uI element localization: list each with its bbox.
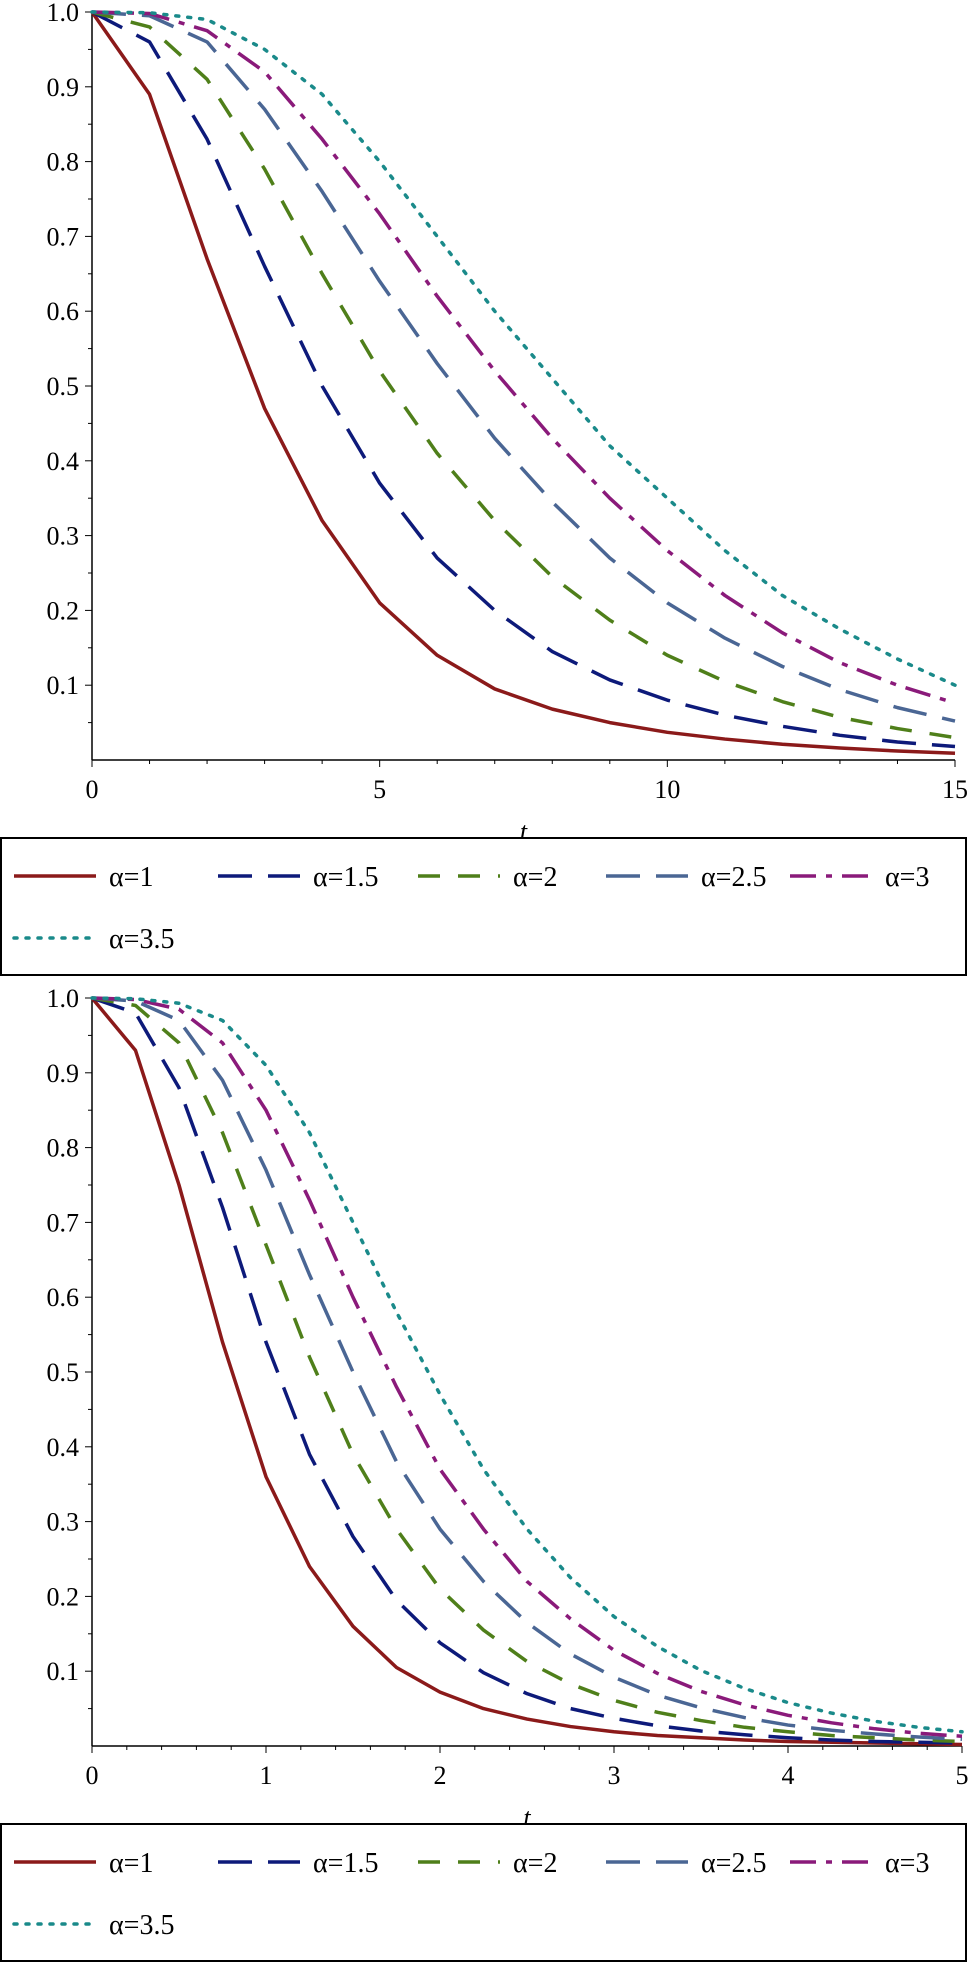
y-tick-label: 0.6 [47,297,80,326]
series-line [91,996,963,1742]
chart-1: 0.10.20.30.40.50.60.70.80.91.00 5 10 15tα=1… [0,0,968,976]
y-tick-label: 0.3 [47,1508,80,1537]
legend-box [0,837,967,976]
legend-label: α=3 [885,862,929,893]
x-axis-title: t [523,1803,531,1832]
y-tick-label: 0.4 [47,1433,80,1462]
x-tick-label: 2 [434,1761,447,1790]
y-tick-label: 0.3 [47,522,80,551]
series-line [91,996,963,1745]
legend-label: α=1.5 [313,862,378,893]
x-tick-label: 15 [942,775,968,804]
y-tick-label: 0.1 [47,1657,80,1686]
chart-2: 0.10.20.30.40.50.60.70.80.91.00 1 2 3 4 5tα=1… [0,984,969,1962]
y-tick-label: 0.5 [47,372,80,401]
series-line [90,996,964,1734]
y-tick-label: 0.2 [47,1582,80,1611]
y-tick-label: 0.6 [47,1283,80,1312]
x-tick-label: 3 [608,1761,621,1790]
y-ticks: 0.1 0.2 0.3 0.4 0.5 0.6 0.7 0.8 0.9 1.0 [47,984,92,1710]
x-tick-label: 5 [956,1761,969,1790]
series-lines [90,996,964,1747]
legend-label: α=1.5 [313,1848,378,1879]
series-line [91,10,956,749]
legend: α=1 α=1.5 α=2 α=2.5 α=3 α=3.5 [0,1823,967,1962]
series-line [91,10,956,705]
y-ticks: 0.1 0.2 0.3 0.4 0.5 0.6 0.7 0.8 0.9 1.0 [47,0,92,724]
y-tick-label: 0.7 [47,1208,80,1237]
legend-label: α=1 [109,862,153,893]
y-tick-label: 0.9 [47,73,80,102]
series-line [91,996,963,1744]
x-axis-title: t [520,817,528,846]
y-tick-label: 0.5 [47,1358,80,1387]
legend-label: α=2.5 [701,1848,766,1879]
y-tick-label: 1.0 [47,0,80,27]
x-ticks: 0 1 2 3 4 5 [86,1746,969,1790]
series-lines [90,10,957,756]
y-tick-label: 0.8 [47,148,80,177]
y-tick-label: 0.2 [47,596,80,625]
legend-label: α=3 [885,1848,929,1879]
series-line [91,10,956,740]
x-tick-label: 0 [86,775,99,804]
legend-label: α=2 [513,1848,557,1879]
legend: α=1 α=1.5 α=2 α=2.5 α=3 α=3.5 [0,837,967,976]
y-tick-label: 0.9 [47,1059,80,1088]
y-tick-label: 0.1 [47,671,80,700]
legend-label: α=2 [513,862,557,893]
series-line [90,996,963,1747]
x-tick-label: 4 [782,1761,795,1790]
legend-label: α=3.5 [109,924,174,955]
y-tick-label: 0.7 [47,222,80,251]
legend-label: α=2.5 [701,862,766,893]
x-tick-label: 1 [260,1761,273,1790]
x-tick-label: 5 [373,775,386,804]
legend-label: α=3.5 [109,1910,174,1941]
y-tick-label: 1.0 [47,984,80,1013]
legend-label: α=1 [109,1848,153,1879]
series-line [90,10,956,756]
series-line [91,10,956,723]
x-ticks: 0 5 10 15 [86,760,968,804]
legend-box [0,1823,967,1962]
series-line [91,996,963,1739]
y-tick-label: 0.4 [47,447,80,476]
y-tick-label: 0.8 [47,1134,80,1163]
x-tick-label: 0 [86,1761,99,1790]
x-tick-label: 10 [654,775,680,804]
series-line [90,10,957,687]
